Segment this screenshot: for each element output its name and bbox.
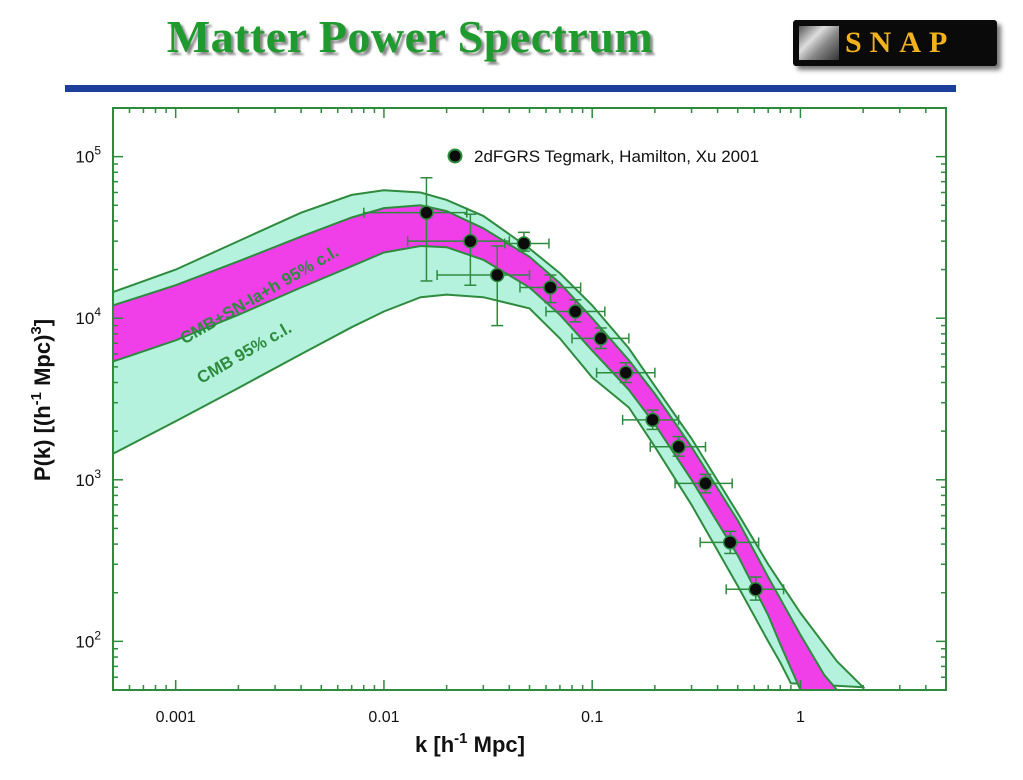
data-point-group bbox=[571, 327, 630, 350]
data-point bbox=[568, 304, 583, 319]
plot-frame bbox=[112, 107, 947, 691]
data-point bbox=[489, 267, 505, 283]
snap-logo: SNAP bbox=[793, 20, 997, 66]
x-axis-label: k [h-1 Mpc] bbox=[415, 730, 525, 757]
y-axis-label: P(k) [(h-1 Mpc)3] bbox=[28, 319, 55, 481]
x-tick-label: 0.01 bbox=[368, 709, 399, 726]
x-tick-label: 1 bbox=[796, 709, 805, 726]
data-point bbox=[516, 236, 532, 251]
plot-area: CMB+SN-Ia+h 95% c.l.CMB 95% c.l. bbox=[113, 177, 866, 690]
data-point bbox=[645, 412, 660, 428]
data-point bbox=[671, 439, 686, 455]
data-point bbox=[419, 205, 434, 220]
data-point-group bbox=[674, 473, 733, 494]
data-point-group bbox=[503, 231, 550, 252]
data-point-group bbox=[595, 362, 656, 384]
data-point-group bbox=[725, 576, 785, 601]
x-tick-label: 0.1 bbox=[581, 709, 603, 726]
data-point bbox=[748, 582, 763, 597]
data-point bbox=[593, 331, 609, 346]
data-point bbox=[722, 535, 738, 550]
data-point bbox=[543, 280, 558, 295]
y-tick-label: 103 bbox=[75, 467, 101, 490]
data-point-group bbox=[519, 274, 582, 304]
legend-label: 2dFGRS Tegmark, Hamilton, Xu 2001 bbox=[474, 147, 759, 166]
data-point-group bbox=[649, 435, 707, 457]
data-point bbox=[618, 365, 634, 380]
slide-title: Matter Power Spectrum bbox=[166, 11, 654, 62]
data-point bbox=[463, 233, 478, 249]
cmb-sn-band bbox=[113, 204, 839, 690]
data-point-group bbox=[621, 409, 680, 431]
cmb-band bbox=[113, 189, 866, 689]
data-point-group bbox=[699, 530, 760, 555]
telescope-image-icon bbox=[799, 26, 839, 60]
axis-ticks bbox=[112, 107, 947, 691]
y-tick-label: 102 bbox=[75, 628, 101, 651]
legend-marker bbox=[447, 148, 463, 164]
data-point-group bbox=[436, 245, 531, 327]
logo-text: SNAP bbox=[845, 26, 956, 59]
data-point-group bbox=[363, 177, 468, 282]
y-tick-label: 104 bbox=[75, 305, 101, 328]
data-point-group bbox=[545, 299, 606, 323]
data-point-group bbox=[406, 213, 511, 286]
title-divider bbox=[65, 85, 956, 92]
y-tick-label: 105 bbox=[75, 144, 101, 167]
x-tick-label: 0.001 bbox=[156, 709, 196, 726]
data-point bbox=[698, 476, 713, 491]
